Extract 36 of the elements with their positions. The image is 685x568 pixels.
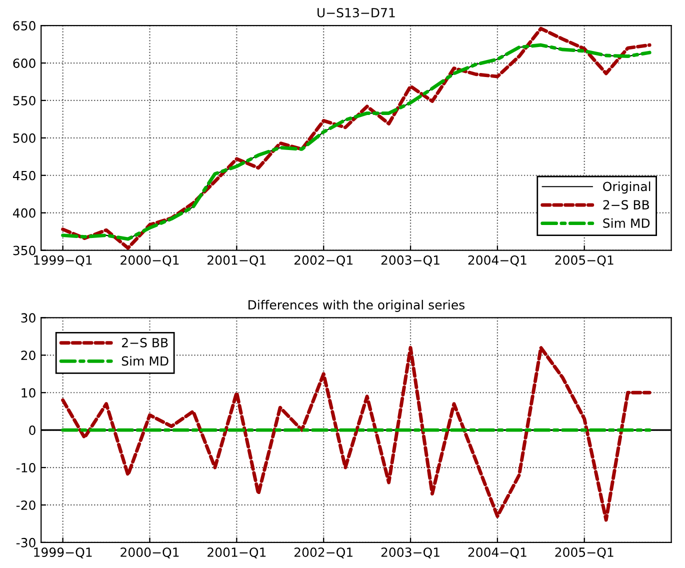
x-tick-label: 2002−Q1 bbox=[294, 548, 352, 558]
x-tick-label: 2004−Q1 bbox=[468, 548, 526, 558]
x-tick-label: 2000−Q1 bbox=[120, 255, 179, 266]
y-tick-label: -10 bbox=[16, 463, 36, 472]
legend-label: 2−S BB bbox=[603, 200, 649, 210]
y-tick-label: 550 bbox=[13, 96, 36, 106]
legend-label: Sim MD bbox=[603, 218, 650, 228]
y-tick-label: 450 bbox=[12, 170, 36, 180]
y-tick-label: 350 bbox=[13, 246, 36, 256]
y-tick-label: 0 bbox=[29, 426, 36, 435]
y-tick-label: 30 bbox=[21, 313, 36, 323]
x-tick-label: 2003−Q1 bbox=[381, 548, 440, 558]
chart-title: Differences with the original series bbox=[248, 300, 464, 312]
y-tick-label: 20 bbox=[21, 350, 36, 360]
x-tick-label: 2005−Q1 bbox=[555, 548, 614, 558]
y-tick-label: 500 bbox=[13, 133, 36, 143]
y-tick-label: 650 bbox=[13, 21, 36, 30]
legend-label: 2−S BB bbox=[122, 338, 168, 348]
chart-title: U−S13−D71 bbox=[318, 8, 395, 18]
x-tick-label: 2003−Q1 bbox=[381, 255, 440, 266]
legend-label: Sim MD bbox=[122, 356, 168, 366]
y-tick-label: 600 bbox=[13, 58, 36, 68]
x-tick-label: 2002−Q1 bbox=[294, 255, 352, 266]
x-tick-label: 1999−Q1 bbox=[34, 255, 92, 266]
x-tick-label: 2004−Q1 bbox=[468, 255, 526, 266]
x-tick-label: 1999−Q1 bbox=[34, 548, 92, 558]
line-series bbox=[61, 346, 652, 522]
y-tick-label: 400 bbox=[12, 208, 36, 218]
legend-label: Original bbox=[603, 181, 650, 194]
y-tick-label: -30 bbox=[16, 538, 36, 548]
x-tick-label: 2001−Q1 bbox=[208, 255, 266, 266]
y-tick-label: 10 bbox=[22, 388, 36, 398]
x-tick-label: 2001−Q1 bbox=[208, 548, 266, 558]
x-tick-label: 2005−Q1 bbox=[555, 255, 614, 266]
y-tick-label: -20 bbox=[16, 500, 36, 510]
x-tick-label: 2000−Q1 bbox=[120, 548, 179, 558]
